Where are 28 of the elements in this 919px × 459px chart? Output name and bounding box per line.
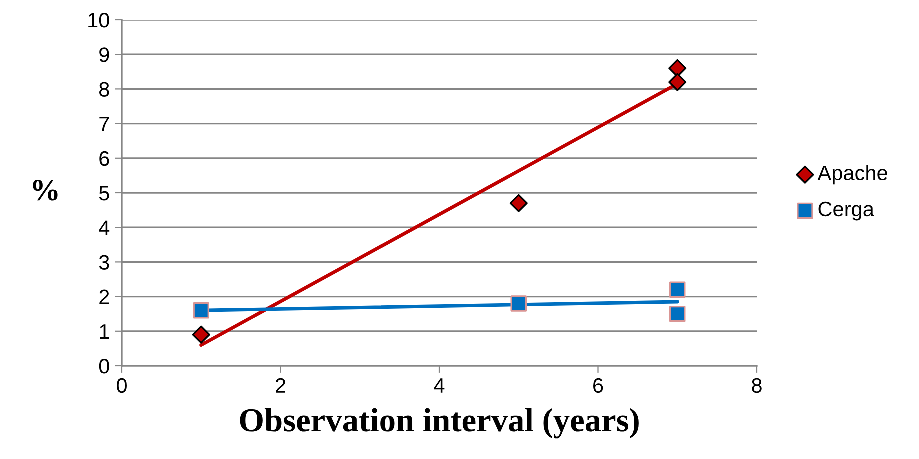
- x-tick-label: 4: [434, 378, 445, 393]
- point: [510, 296, 527, 312]
- x-tick-label: 2: [276, 378, 286, 393]
- y-tick-label: 4: [99, 220, 110, 236]
- x-tick-label: 6: [594, 378, 604, 394]
- y-tick-label: 0: [99, 359, 110, 374]
- legend-label: Cerga: [818, 202, 874, 221]
- point: [668, 59, 687, 78]
- y-tick-label: 10: [88, 13, 110, 28]
- y-tick-label: 5: [99, 186, 110, 201]
- point: [670, 306, 686, 322]
- y-tick-label: 2: [100, 290, 110, 304]
- y-tick-label: 1: [100, 324, 110, 339]
- point: [193, 302, 210, 319]
- y-tick-label: 6: [100, 151, 110, 166]
- x-axis-title: Observation interval (years): [240, 408, 639, 439]
- legend-label: Apache: [818, 165, 888, 185]
- y-axis-title: %: [33, 180, 58, 201]
- point: [510, 194, 528, 212]
- point: [670, 282, 686, 298]
- y-tick-label: 3: [99, 255, 110, 270]
- point: [668, 73, 687, 92]
- x-tick-label: 0: [117, 378, 127, 394]
- x-tick-label: 8: [752, 378, 762, 394]
- point: [192, 326, 210, 344]
- y-tick-label: 8: [100, 82, 110, 97]
- y-tick-label: 9: [100, 48, 110, 62]
- y-tick-label: 7: [100, 117, 110, 132]
